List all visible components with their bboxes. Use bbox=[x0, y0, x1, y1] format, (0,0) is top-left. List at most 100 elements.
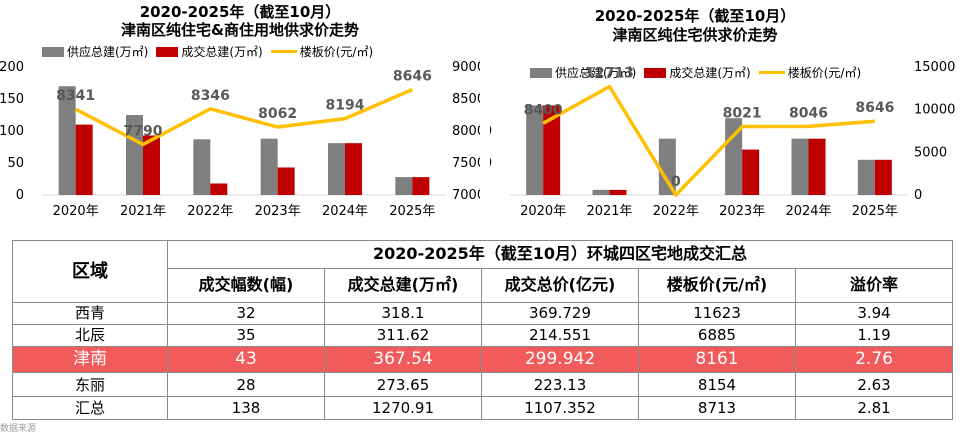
chart-right: 2020-2025年（截至10月） 津南区纯住宅供求价走势 供应总建(万㎡) 成… bbox=[490, 0, 960, 232]
bar-deal bbox=[609, 189, 627, 195]
bar-supply bbox=[395, 177, 413, 195]
region-cell: 西青 bbox=[12, 302, 168, 325]
column-header: 成交总价(亿元) bbox=[481, 267, 639, 304]
total-cell: 214.551 bbox=[481, 323, 639, 347]
price-data-label: 0 bbox=[671, 174, 681, 190]
bar-supply bbox=[328, 143, 345, 195]
table-row: 汇总 138 1270.91 1107.352 8713 2.81 bbox=[12, 396, 954, 420]
premium-cell: 2.81 bbox=[794, 396, 954, 420]
column-header: 楼板价(元/㎡) bbox=[638, 267, 796, 304]
table-row: 北辰 35 311.62 214.551 6885 1.19 bbox=[12, 323, 954, 347]
bar-supply bbox=[658, 138, 676, 195]
price-line bbox=[74, 88, 414, 147]
chart-title-line2: 津南区纯住宅供求价走势 bbox=[612, 26, 778, 44]
bar-supply bbox=[58, 86, 76, 195]
legend-swatch-price bbox=[270, 50, 297, 53]
x-tick-label: 2020年 bbox=[53, 204, 99, 219]
region-cell: 北辰 bbox=[12, 323, 168, 347]
price-cell: 8161 bbox=[638, 345, 796, 374]
y-left-tick-label: 100 bbox=[0, 124, 24, 139]
table-header-row: 成交幅数(幅) 成交总建(万㎡) 成交总价(亿元) 楼板价(元/㎡) 溢价率 bbox=[13, 267, 954, 304]
legend-label-price: 楼板价(元/㎡) bbox=[299, 45, 374, 59]
bar-deal bbox=[412, 177, 430, 195]
y-left-tick-label: 50 bbox=[490, 156, 492, 171]
chart-title-line2: 津南区纯住宅&商住用地供求价走势 bbox=[120, 21, 360, 39]
premium-cell: 1.19 bbox=[794, 323, 954, 347]
bar-supply bbox=[260, 138, 278, 195]
bar-deal bbox=[742, 149, 760, 195]
region-header: 区域 bbox=[12, 239, 168, 304]
table-title-row: 区域 2020-2025年（截至10月）环城四区宅地成交汇总 bbox=[12, 239, 954, 304]
y-left-tick-label: 0 bbox=[16, 188, 24, 203]
chart-svg-right: 50 100 0 5000 10000 15000 2020年 2021年 2022年 2023年… bbox=[490, 60, 955, 219]
price-data-label: 8194 bbox=[326, 98, 365, 114]
bar-deal bbox=[874, 159, 892, 195]
x-tick-label: 2021年 bbox=[120, 204, 166, 219]
price-data-label: 12713 bbox=[585, 66, 634, 82]
price-cell: 11623 bbox=[638, 302, 796, 325]
column-header: 成交幅数(幅) bbox=[167, 267, 325, 304]
count-cell: 43 bbox=[167, 345, 325, 374]
price-cell: 6885 bbox=[638, 323, 796, 347]
table-row-highlighted: 津南 43 367.54 299.942 8161 2.76 bbox=[12, 345, 954, 374]
chart-legend: 供应总建(万㎡) 成交总建(万㎡) 楼板价(元/㎡) bbox=[42, 43, 381, 60]
region-cell: 汇总 bbox=[12, 396, 168, 420]
bar-deal bbox=[75, 124, 93, 195]
area-cell: 367.54 bbox=[324, 345, 482, 374]
column-header: 成交总建(万㎡) bbox=[324, 267, 482, 304]
bar-supply bbox=[791, 138, 809, 195]
bar-deal bbox=[277, 167, 295, 195]
y-right-tick-label: 7500 bbox=[452, 156, 480, 171]
summary-table: 区域 2020-2025年（截至10月）环城四区宅地成交汇总 成交幅数(幅) 成… bbox=[12, 239, 954, 420]
premium-cell: 2.76 bbox=[794, 345, 954, 374]
area-cell: 318.1 bbox=[324, 302, 482, 325]
price-data-label: 8400 bbox=[524, 102, 563, 118]
chart-legend: 供应总建(万㎡) 成交总建(万㎡) 楼板价(元/㎡) bbox=[530, 64, 869, 81]
area-cell: 311.62 bbox=[324, 323, 482, 347]
legend-swatch-supply bbox=[530, 67, 552, 78]
y-right-tick-label: 8500 bbox=[452, 92, 480, 107]
bar-supply bbox=[126, 115, 143, 195]
legend-price: 楼板价(元/㎡) bbox=[758, 64, 862, 81]
x-tick-label: 2022年 bbox=[653, 204, 699, 219]
price-cell: 8713 bbox=[638, 396, 796, 420]
count-cell: 28 bbox=[167, 372, 325, 398]
y-left-tick-label: 200 bbox=[0, 60, 24, 75]
legend-label-supply: 供应总建(万㎡) bbox=[67, 45, 149, 59]
legend-swatch-deal bbox=[156, 46, 179, 57]
price-data-label: 8341 bbox=[56, 88, 95, 104]
price-data-label: 8046 bbox=[789, 105, 828, 121]
y-right-tick-label: 8000 bbox=[452, 124, 480, 139]
bar-deal bbox=[143, 135, 160, 195]
table-row: 东丽 28 273.65 223.13 8154 2.63 bbox=[12, 372, 954, 398]
price-data-label: 7790 bbox=[124, 123, 163, 139]
premium-cell: 2.63 bbox=[794, 372, 954, 398]
area-cell: 1270.91 bbox=[324, 396, 482, 420]
legend-supply: 供应总建(万㎡) bbox=[530, 64, 636, 81]
x-tick-label: 2025年 bbox=[389, 204, 435, 219]
total-cell: 299.942 bbox=[481, 345, 639, 374]
chart-title-line1: 2020-2025年（截至10月） bbox=[139, 3, 341, 21]
price-data-label: 8346 bbox=[191, 88, 230, 104]
x-tick-label: 2021年 bbox=[586, 204, 632, 219]
y-right-tick-label: 10000 bbox=[914, 103, 955, 118]
count-cell: 32 bbox=[167, 302, 325, 325]
premium-cell: 3.94 bbox=[794, 302, 954, 325]
y-left-tick-label: 100 bbox=[490, 124, 492, 139]
bar-supply bbox=[592, 189, 610, 195]
x-tick-label: 2020年 bbox=[520, 204, 566, 219]
legend-label-price: 楼板价(元/㎡) bbox=[787, 66, 862, 80]
y-right-tick-label: 5000 bbox=[914, 145, 947, 160]
x-tick-label: 2023年 bbox=[719, 204, 765, 219]
bar-supply bbox=[193, 139, 211, 195]
price-data-label: 8646 bbox=[855, 100, 894, 116]
total-cell: 369.729 bbox=[481, 302, 639, 325]
y-left-tick-label: 150 bbox=[0, 92, 24, 107]
bar-deal bbox=[543, 105, 561, 195]
legend-swatch-supply bbox=[42, 46, 64, 57]
bar-deal bbox=[808, 138, 826, 195]
y-right-tick-label: 0 bbox=[914, 188, 922, 203]
chart-svg-left: 0 50 100 150 200 7000 7500 8000 8500 9000 2020年 202… bbox=[0, 60, 480, 219]
price-data-label: 8062 bbox=[258, 106, 297, 122]
legend-deal: 成交总建(万㎡) bbox=[156, 43, 263, 60]
